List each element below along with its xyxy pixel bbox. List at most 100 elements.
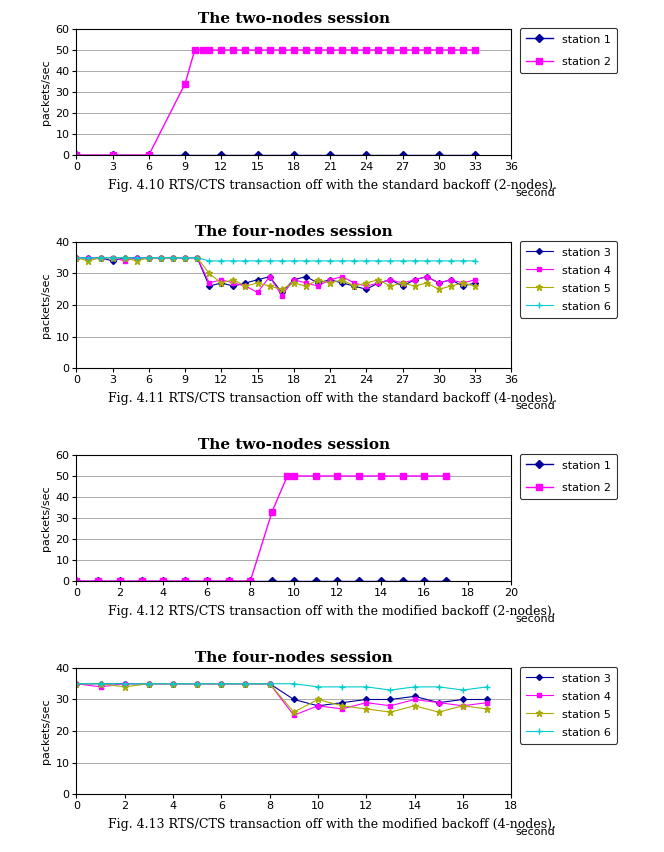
station 3: [471, 278, 479, 288]
Text: Fig. 4.12 RTS/CTS transaction off with the modified backoff (2-nodes).: Fig. 4.12 RTS/CTS transaction off with t…: [108, 605, 556, 618]
station 4: [326, 274, 334, 285]
station 5: [350, 281, 358, 291]
station 4: [483, 698, 491, 708]
station 6: [84, 252, 92, 262]
station 1: [137, 576, 145, 586]
station 3: [266, 272, 274, 282]
station 6: [254, 256, 262, 266]
station 5: [109, 252, 117, 262]
Line: station 6: station 6: [73, 254, 479, 264]
station 2: [191, 45, 199, 55]
station 5: [96, 678, 104, 688]
station 4: [217, 678, 225, 688]
station 5: [290, 278, 297, 288]
station 2: [284, 471, 291, 481]
Line: station 4: station 4: [74, 682, 489, 717]
station 3: [410, 691, 418, 701]
station 5: [410, 281, 418, 291]
Y-axis label: packets/sec: packets/sec: [41, 59, 51, 125]
station 2: [398, 471, 406, 481]
station 2: [338, 45, 346, 55]
station 3: [217, 678, 225, 688]
station 5: [302, 281, 310, 291]
station 4: [72, 252, 80, 262]
station 2: [205, 45, 213, 55]
station 6: [205, 256, 213, 266]
station 4: [169, 252, 177, 262]
station 1: [290, 150, 297, 160]
station 6: [374, 256, 382, 266]
station 5: [145, 678, 153, 688]
station 5: [435, 707, 443, 717]
station 1: [94, 576, 102, 586]
station 6: [96, 252, 104, 262]
station 6: [169, 678, 177, 688]
station 3: [314, 278, 322, 288]
station 2: [311, 471, 319, 481]
station 6: [96, 678, 104, 688]
station 3: [326, 274, 334, 285]
station 4: [254, 287, 262, 297]
station 4: [363, 281, 371, 291]
station 3: [254, 274, 262, 285]
station 6: [217, 678, 225, 688]
station 4: [398, 278, 406, 288]
station 4: [363, 698, 371, 708]
station 5: [374, 274, 382, 285]
Legend: station 3, station 4, station 5, station 6: station 3, station 4, station 5, station…: [520, 667, 617, 744]
station 2: [242, 45, 250, 55]
station 4: [435, 698, 443, 708]
station 3: [145, 252, 153, 262]
station 3: [423, 272, 431, 282]
station 5: [181, 252, 189, 262]
station 4: [338, 704, 346, 714]
station 6: [314, 256, 322, 266]
station 5: [471, 281, 479, 291]
station 1: [398, 150, 406, 160]
station 5: [217, 678, 225, 688]
station 3: [109, 256, 117, 266]
station 6: [459, 256, 467, 266]
station 6: [314, 682, 322, 692]
station 6: [483, 682, 491, 692]
station 6: [230, 256, 238, 266]
Line: station 5: station 5: [73, 680, 491, 716]
station 3: [181, 252, 189, 262]
station 2: [224, 576, 232, 586]
Line: station 1: station 1: [74, 153, 478, 158]
station 5: [326, 278, 334, 288]
station 4: [314, 700, 322, 711]
station 4: [447, 274, 455, 285]
station 2: [203, 576, 211, 586]
station 5: [121, 252, 129, 262]
station 6: [459, 685, 467, 695]
station 3: [314, 700, 322, 711]
station 5: [254, 278, 262, 288]
station 3: [363, 284, 371, 294]
station 2: [374, 45, 382, 55]
station 3: [96, 252, 104, 262]
station 3: [374, 278, 382, 288]
station 4: [181, 252, 189, 262]
station 1: [145, 150, 153, 160]
station 4: [96, 682, 104, 692]
station 3: [338, 698, 346, 708]
station 3: [435, 278, 443, 288]
station 3: [290, 694, 297, 705]
station 2: [398, 45, 406, 55]
station 2: [145, 150, 153, 160]
station 4: [193, 678, 201, 688]
station 5: [459, 278, 467, 288]
station 2: [278, 45, 286, 55]
station 4: [386, 700, 394, 711]
station 5: [169, 678, 177, 688]
Line: station 3: station 3: [74, 682, 489, 708]
station 5: [169, 252, 177, 262]
Line: station 3: station 3: [74, 256, 477, 295]
station 3: [290, 274, 297, 285]
station 1: [398, 576, 406, 586]
Y-axis label: packets/sec: packets/sec: [41, 485, 51, 551]
station 1: [377, 576, 385, 586]
station 3: [157, 252, 165, 262]
station 1: [246, 576, 254, 586]
